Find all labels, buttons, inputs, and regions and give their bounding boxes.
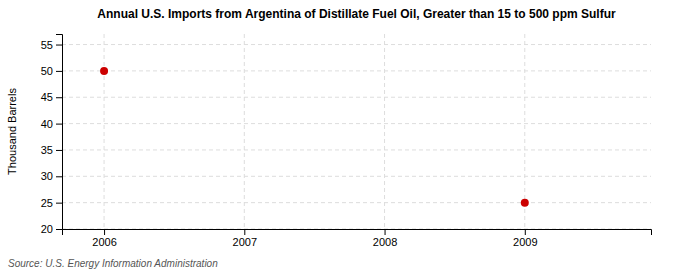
tick-label: 2009 — [513, 236, 537, 248]
tick-label: 30 — [41, 170, 53, 182]
tick-mark — [56, 229, 62, 230]
tick-label: 2008 — [373, 236, 397, 248]
tick-mark — [56, 203, 62, 204]
tick-label: 55 — [41, 39, 53, 51]
y-axis-title: Thousand Barrels — [6, 88, 18, 175]
tick: 55 — [41, 39, 62, 51]
tick: 25 — [41, 197, 62, 209]
tick-mark — [244, 229, 245, 235]
x-axis: 2006 2007 2008 2009 — [63, 229, 652, 248]
tick: 20 — [41, 223, 62, 235]
grid — [62, 34, 651, 229]
tick-mark — [56, 124, 62, 125]
grid-line-y — [62, 149, 651, 150]
tick-mark — [56, 45, 62, 46]
tick-label: 45 — [41, 91, 53, 103]
chart-container: 2006 2007 2008 2009 20 25 30 35 40 45 50 55 Annual U… — [0, 0, 675, 275]
tick: 2006 — [92, 229, 116, 248]
tick: 30 — [41, 170, 62, 182]
tick-mark — [56, 97, 62, 98]
y-axis: 20 25 30 35 40 45 50 55 — [41, 35, 63, 236]
tick: 40 — [41, 118, 62, 130]
grid-line-y — [62, 44, 651, 45]
grid-line-y — [62, 176, 651, 177]
tick-mark — [56, 71, 62, 72]
tick: 45 — [41, 91, 62, 103]
tick-mark — [56, 150, 62, 151]
marks — [100, 67, 529, 207]
axis-line — [63, 230, 652, 236]
source-note: Source: U.S. Energy Information Administ… — [8, 258, 218, 269]
point — [521, 199, 529, 207]
tick-mark — [56, 176, 62, 177]
tick-label: 25 — [41, 197, 53, 209]
grid-line-x — [384, 34, 385, 229]
plot-area: 2006 2007 2008 2009 20 25 30 35 40 45 50 55 — [41, 34, 652, 248]
grid-line-y — [62, 70, 651, 71]
tick-label: 50 — [41, 65, 53, 77]
tick-label: 35 — [41, 144, 53, 156]
point — [100, 67, 108, 75]
title: Annual U.S. Imports from Argentina of Di… — [97, 7, 616, 21]
tick-label: 20 — [41, 223, 53, 235]
tick-mark — [525, 229, 526, 235]
grid-line-x — [244, 34, 245, 229]
grid-line-y — [62, 202, 651, 203]
tick-mark — [104, 229, 105, 235]
tick: 2008 — [373, 229, 397, 248]
grid-line-x — [104, 34, 105, 229]
tick-label: 40 — [41, 118, 53, 130]
chart: 2006 2007 2008 2009 20 25 30 35 40 45 50 55 Annual U… — [0, 0, 675, 275]
grid-line-y — [62, 97, 651, 98]
tick: 50 — [41, 65, 62, 77]
tick: 2009 — [513, 229, 537, 248]
grid-line-y — [62, 123, 651, 124]
tick: 2007 — [233, 229, 257, 248]
tick-mark — [385, 229, 386, 235]
tick: 35 — [41, 144, 62, 156]
axis-line — [56, 35, 63, 230]
tick-label: 2007 — [233, 236, 257, 248]
tick-label: 2006 — [92, 236, 116, 248]
